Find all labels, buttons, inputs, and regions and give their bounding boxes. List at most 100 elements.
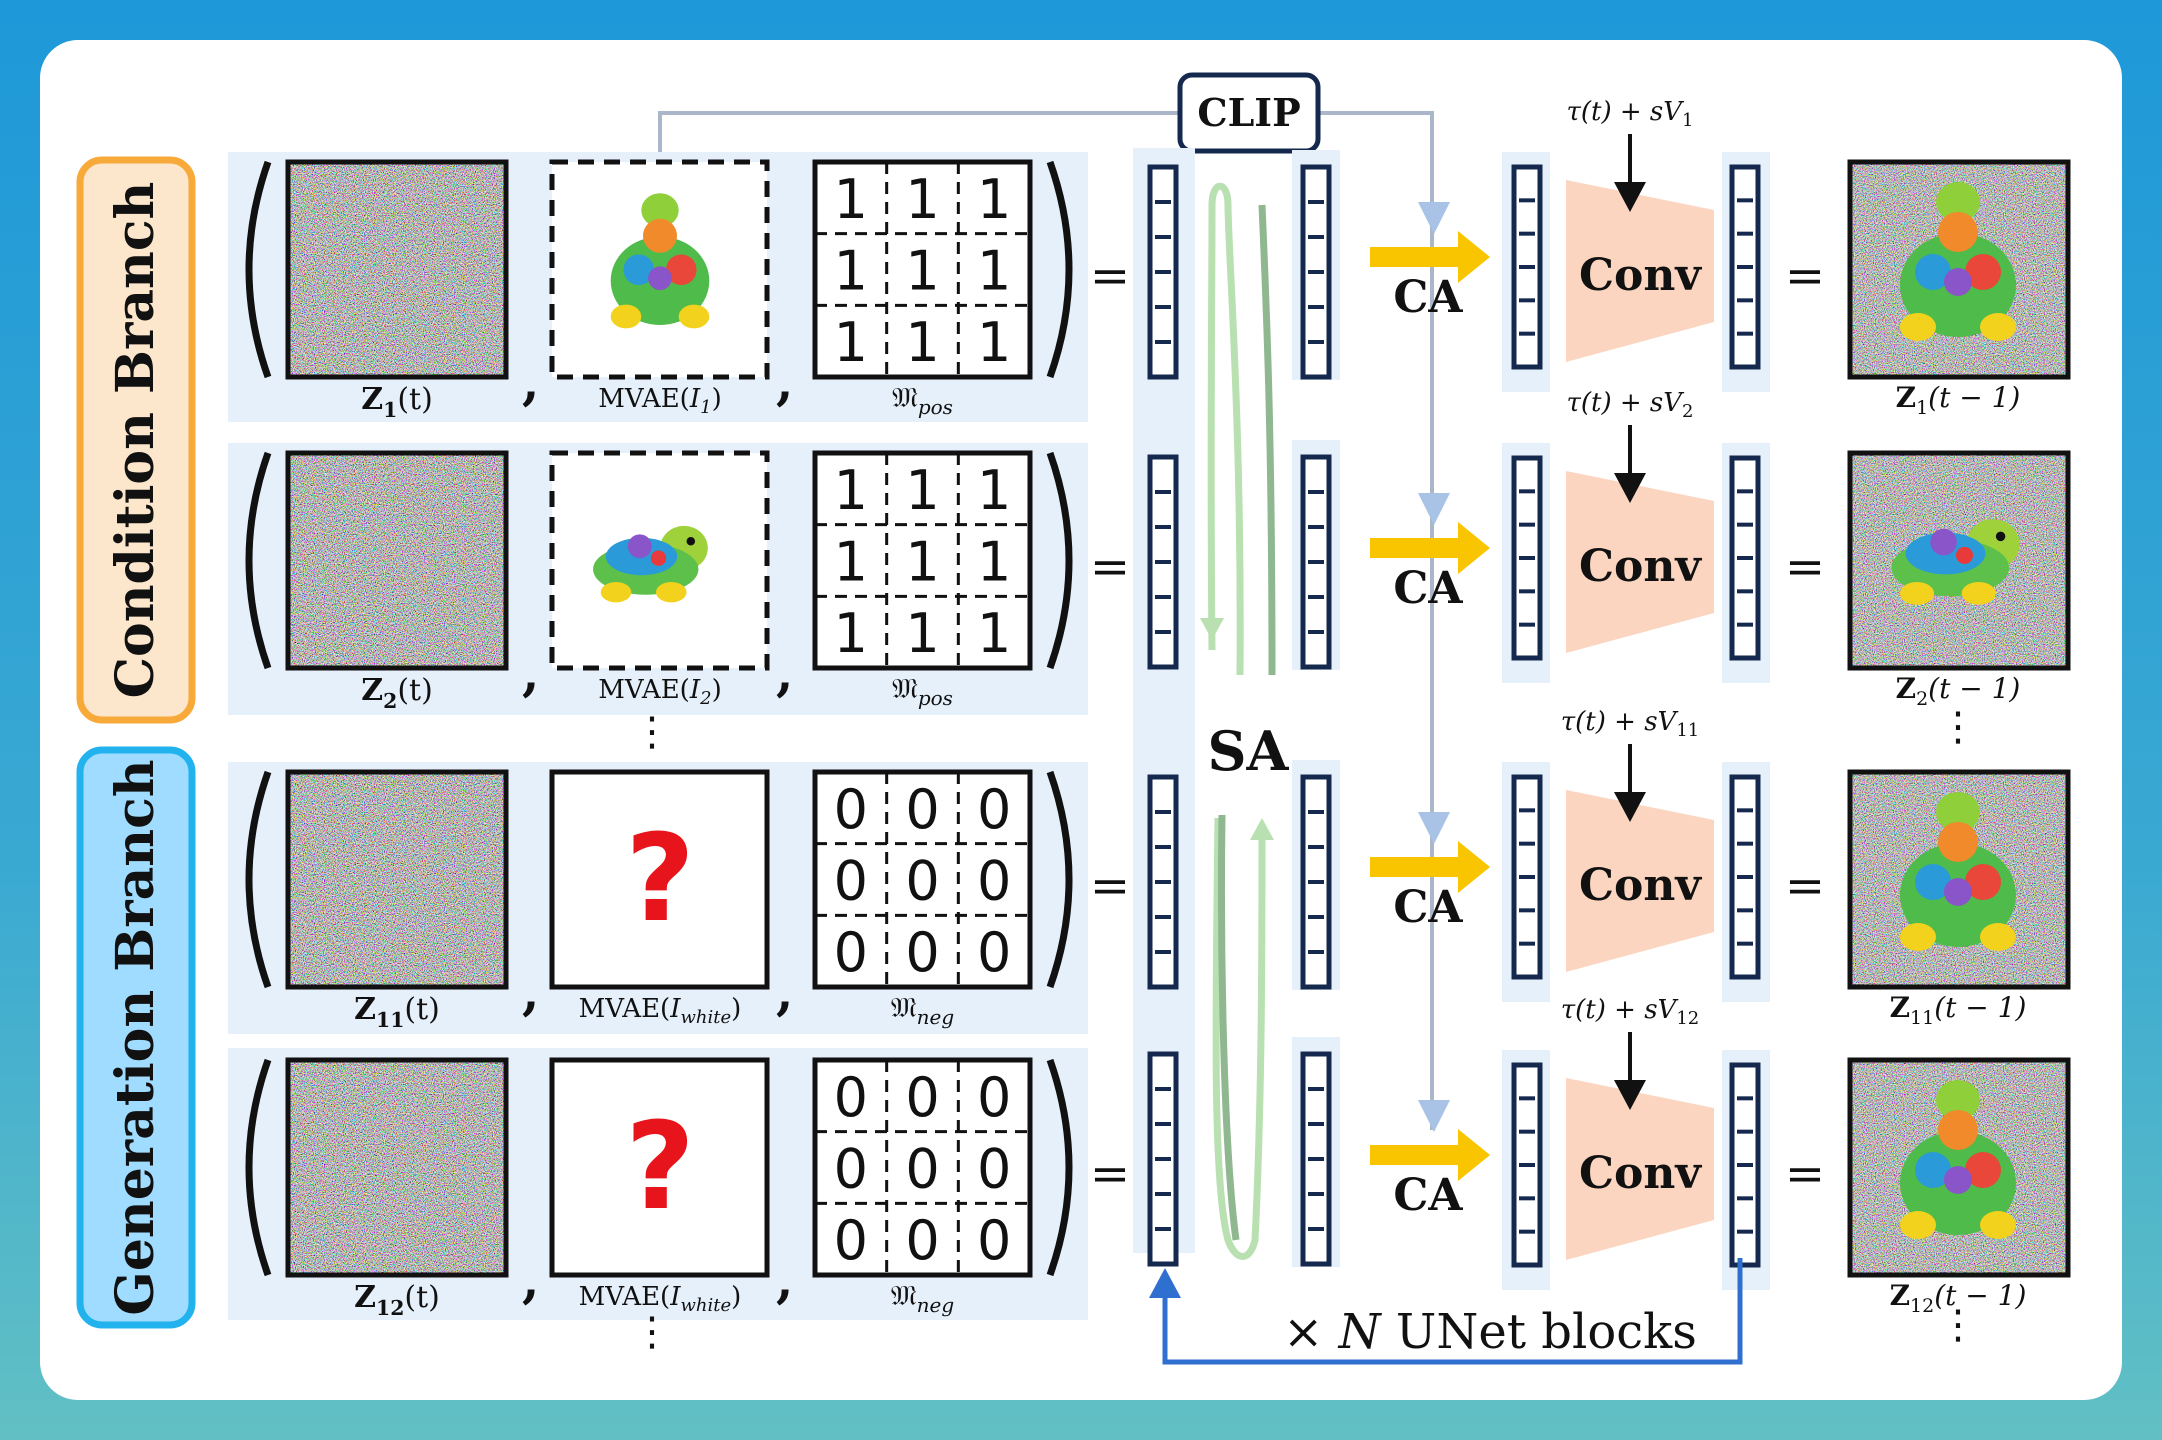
mask-cell: 1 <box>977 531 1011 594</box>
conv-label: Conv <box>1579 860 1702 911</box>
branch-label-1: Generation Branch <box>76 746 196 1329</box>
mask-cell: 0 <box>834 850 868 913</box>
ca-label: CA <box>1393 563 1463 614</box>
token-column-conv-in <box>1511 164 1543 370</box>
image-label: MVAE(Iwhite) <box>579 1282 742 1316</box>
mask-cell: 0 <box>834 1138 868 1201</box>
timestep-arrow <box>1614 182 1646 212</box>
clip-label: CLIP <box>1197 90 1300 135</box>
ca-label: CA <box>1393 882 1463 933</box>
token-column-right <box>1300 774 1332 990</box>
mask-grid: 1 1 11 1 11 1 1 <box>812 450 1033 671</box>
noise-latent <box>288 162 506 377</box>
mask-grid: 0 0 00 0 00 0 0 <box>812 769 1033 990</box>
mask-cell: 1 <box>977 311 1011 374</box>
output-label: Z11(t − 1) <box>1890 991 2027 1029</box>
mask-cell: 1 <box>834 168 868 231</box>
branch-label-text: Generation Branch <box>105 759 166 1315</box>
token-column-right <box>1300 454 1332 670</box>
equals-sign: = <box>1090 858 1130 914</box>
latent-label: Z11(t) <box>354 992 440 1032</box>
token-column-conv-in <box>1511 1062 1543 1268</box>
comma: , <box>522 1250 539 1309</box>
timestep-label: τ(t) + sV11 <box>1561 707 1699 741</box>
mask-cell: 0 <box>834 1066 868 1129</box>
cross-attention-arrow <box>1370 841 1490 893</box>
unet-loop-arrow: × N UNet blocks <box>1149 1258 1743 1365</box>
clip-connector: CLIP <box>658 72 1434 1130</box>
token-column-left <box>1147 454 1179 670</box>
mask-label: 𝔐neg <box>891 1279 954 1317</box>
mask-cell: 1 <box>977 459 1011 522</box>
noise-latent <box>288 1060 506 1275</box>
comma: , <box>776 352 793 411</box>
token-column-conv-in <box>1511 455 1543 661</box>
equals-sign: = <box>1785 539 1825 595</box>
token-column-conv-out <box>1729 1062 1761 1268</box>
token-column-conv-in <box>1511 774 1543 980</box>
mask-cell: 1 <box>905 168 939 231</box>
mask-cell: 0 <box>834 778 868 841</box>
conv-label: Conv <box>1579 541 1702 592</box>
mask-cell: 1 <box>977 168 1011 231</box>
clip-box <box>1177 72 1321 154</box>
token-column-conv-out <box>1729 774 1761 980</box>
token-column-conv-out <box>1729 455 1761 661</box>
latent-label: Z1(t) <box>361 382 433 422</box>
mask-cell: 1 <box>834 602 868 665</box>
image-label: MVAE(Iwhite) <box>579 994 742 1028</box>
ellipsis-dots: ⋮ <box>1938 704 1978 750</box>
mask-cell: 0 <box>977 1209 1011 1272</box>
equals-sign: = <box>1785 858 1825 914</box>
mask-cell: 1 <box>834 459 868 522</box>
mask-cell: 0 <box>977 1066 1011 1129</box>
mask-grid: 1 1 11 1 11 1 1 <box>812 159 1033 380</box>
mask-cell: 1 <box>905 459 939 522</box>
ellipsis-dots: ⋮ <box>632 1309 672 1355</box>
mask-cell: 1 <box>834 531 868 594</box>
latent-label: Z12(t) <box>354 1280 440 1320</box>
condition-image-box <box>549 1057 770 1278</box>
output-label: Z12(t − 1) <box>1890 1279 2027 1317</box>
conv-block <box>1566 1078 1714 1260</box>
mask-cell: 0 <box>977 850 1011 913</box>
conv-label: Conv <box>1579 1148 1702 1199</box>
comma: , <box>776 962 793 1021</box>
mask-cell: 0 <box>905 1066 939 1129</box>
equals-sign: = <box>1090 1146 1130 1202</box>
mask-cell: 0 <box>905 850 939 913</box>
timestep-arrow <box>1614 792 1646 822</box>
ca-label: CA <box>1393 1170 1463 1221</box>
cross-attention-arrow <box>1370 231 1490 283</box>
token-column-right <box>1300 1051 1332 1267</box>
mask-cell: 1 <box>977 240 1011 303</box>
branch-label-0: Condition Branch <box>76 156 196 724</box>
output-label: Z2(t − 1) <box>1896 672 2021 710</box>
token-column-conv-out <box>1729 164 1761 370</box>
comma: , <box>522 643 539 702</box>
conv-block <box>1566 790 1714 972</box>
conv-block <box>1566 180 1714 362</box>
comma: , <box>776 643 793 702</box>
mask-cell: 1 <box>977 602 1011 665</box>
mask-cell: 1 <box>905 602 939 665</box>
equals-sign: = <box>1090 539 1130 595</box>
clip-down-arrow <box>1418 202 1450 234</box>
image-label: MVAE(I1) <box>598 384 721 418</box>
mask-grid: 0 0 00 0 00 0 0 <box>812 1057 1033 1278</box>
mask-cell: 1 <box>834 240 868 303</box>
ellipsis-dots: ⋮ <box>1938 1302 1978 1348</box>
question-mark: ? <box>625 1098 695 1237</box>
mask-cell: 0 <box>905 1209 939 1272</box>
token-column-left <box>1147 1051 1179 1267</box>
mask-cell: 0 <box>905 921 939 984</box>
clip-down-arrow <box>1418 1100 1450 1132</box>
image-label: MVAE(I2) <box>598 675 721 709</box>
cross-attention-arrow <box>1370 522 1490 574</box>
clip-down-arrow <box>1418 493 1450 525</box>
mask-cell: 0 <box>977 1138 1011 1201</box>
